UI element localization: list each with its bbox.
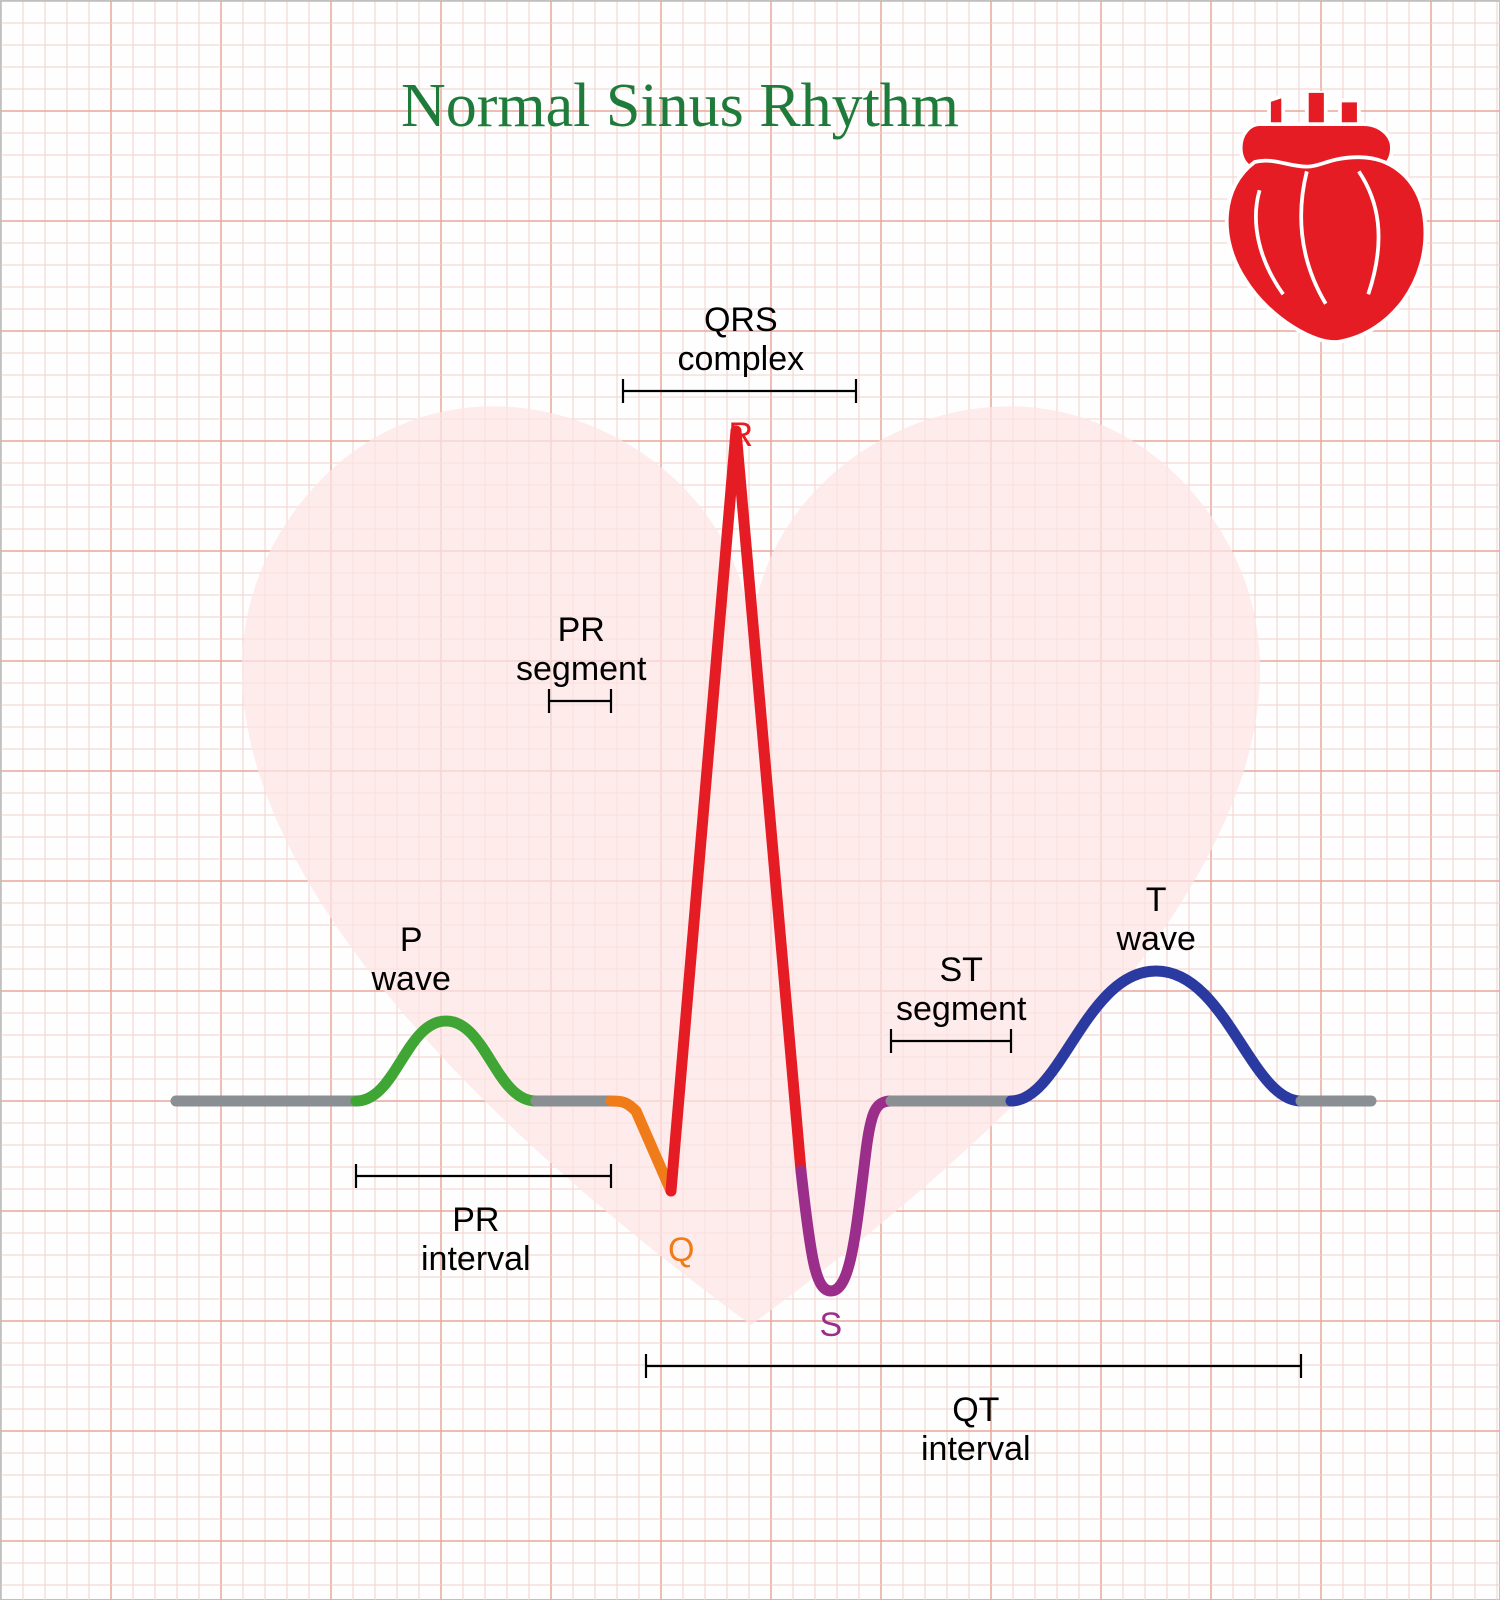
heart-icon xyxy=(1227,91,1426,342)
pr-int-label: PRinterval xyxy=(421,1201,531,1279)
diagram-title: Normal Sinus Rhythm xyxy=(401,71,959,142)
diagram-svg xyxy=(1,1,1500,1600)
t-label: Twave xyxy=(1117,881,1196,959)
p-label: Pwave xyxy=(372,921,451,999)
st-seg-label: STsegment xyxy=(896,951,1026,1029)
qrs-bracket xyxy=(623,379,856,403)
qrs-label: QRScomplex xyxy=(678,301,805,379)
qt-int-label: QTinterval xyxy=(921,1391,1031,1469)
ecg-diagram: Normal Sinus Rhythm QRScomplex R PRsegment… xyxy=(0,0,1500,1600)
q-label: Q xyxy=(668,1231,694,1270)
qt-int-bracket xyxy=(646,1354,1301,1378)
r-label: R xyxy=(729,416,754,455)
pr-seg-label: PRsegment xyxy=(516,611,646,689)
s-label: S xyxy=(820,1306,843,1345)
